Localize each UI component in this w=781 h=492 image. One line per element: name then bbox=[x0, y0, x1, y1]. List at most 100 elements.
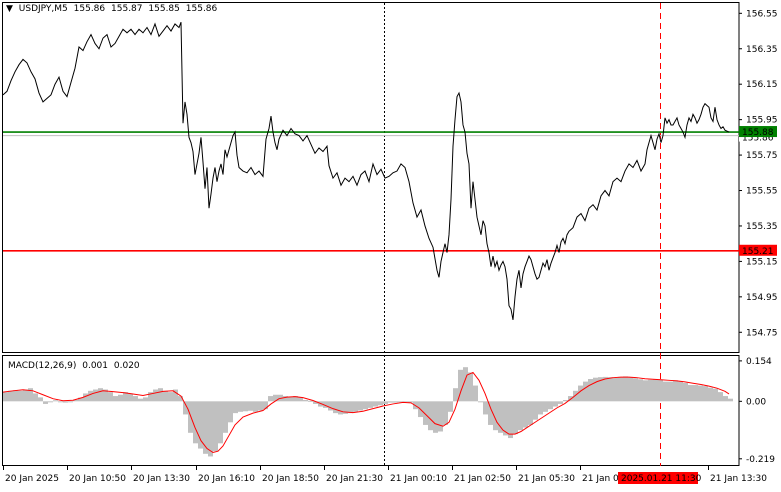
dropdown-triangle-icon[interactable]: ▼ bbox=[6, 4, 13, 14]
price-axis-label: 154.95 bbox=[746, 293, 778, 303]
macd-histogram-bar bbox=[708, 387, 713, 402]
macd-histogram-bar bbox=[463, 367, 468, 402]
macd-histogram-bar bbox=[118, 394, 123, 402]
time-axis-label: 21 Jan 05:30 bbox=[518, 474, 575, 484]
macd-histogram-bar bbox=[423, 401, 428, 425]
ohlc-close: 155.86 bbox=[185, 4, 218, 14]
macd-histogram-bar bbox=[578, 385, 583, 402]
macd-histogram-bar bbox=[383, 401, 388, 404]
support-price-badge-label: 155.21 bbox=[742, 247, 774, 257]
macd-histogram-bar bbox=[193, 401, 198, 444]
macd-histogram-bar bbox=[268, 396, 273, 402]
macd-histogram-bar bbox=[443, 401, 448, 425]
macd-histogram-bar bbox=[713, 388, 718, 402]
macd-histogram-bar bbox=[398, 401, 403, 403]
macd-histogram-bar bbox=[248, 401, 253, 411]
support-price-badge bbox=[739, 244, 777, 256]
macd-histogram-bar bbox=[323, 401, 328, 408]
macd-histogram-bar bbox=[273, 394, 278, 402]
macd-label: MACD(12,26,9) bbox=[8, 361, 77, 371]
price-axis-label: 154.75 bbox=[746, 328, 778, 338]
macd-histogram-bar bbox=[558, 401, 563, 404]
macd-histogram-bar bbox=[163, 390, 168, 402]
macd-histogram-bar bbox=[8, 390, 13, 402]
macd-histogram-bar bbox=[663, 381, 668, 402]
macd-histogram-bar bbox=[683, 382, 688, 402]
price-axis-label: 155.75 bbox=[746, 151, 778, 161]
macd-histogram-bar bbox=[353, 401, 358, 412]
time-axis-label: 21 Jan 08:10 bbox=[582, 474, 639, 484]
macd-histogram-bar bbox=[548, 401, 553, 410]
macd-histogram-bar bbox=[363, 401, 368, 410]
macd-histogram-bar bbox=[473, 385, 478, 402]
macd-histogram-bar bbox=[518, 401, 523, 431]
macd-histogram-bar bbox=[3, 392, 8, 402]
price-axis-label: 155.15 bbox=[746, 257, 778, 267]
macd-histogram-bar bbox=[53, 400, 58, 402]
macd-histogram-bar bbox=[643, 380, 648, 402]
macd-histogram-bar bbox=[108, 392, 113, 402]
macd-histogram-bar bbox=[203, 401, 208, 454]
macd-histogram-bar bbox=[23, 389, 28, 402]
macd-histogram-bar bbox=[373, 401, 378, 407]
macd-header: MACD(12,26,9) 0.001 0.020 bbox=[8, 361, 143, 371]
macd-histogram-bar bbox=[508, 401, 513, 439]
macd-histogram-bar bbox=[728, 398, 733, 402]
macd-histogram-bar bbox=[283, 396, 288, 402]
macd-histogram-bar bbox=[543, 401, 548, 412]
macd-histogram-bar bbox=[488, 401, 493, 425]
macd-histogram-bar bbox=[678, 381, 683, 402]
macd-histogram-bar bbox=[468, 372, 473, 402]
macd-histogram-bar bbox=[48, 401, 53, 403]
macd-histogram-bar bbox=[498, 401, 503, 433]
macd-histogram-bar bbox=[158, 388, 163, 402]
macd-histogram-bar bbox=[78, 397, 83, 402]
macd-histogram-bar bbox=[233, 401, 238, 414]
macd-axis-label: 0.154 bbox=[746, 357, 772, 367]
macd-histogram-bar bbox=[28, 388, 33, 402]
time-axis-label: 20 Jan 10:50 bbox=[69, 474, 126, 484]
macd-histogram-bar bbox=[298, 397, 303, 402]
macd-histogram-bar bbox=[168, 392, 173, 402]
time-axis-label: 21 Jan 02:50 bbox=[454, 474, 511, 484]
macd-histogram-bar bbox=[293, 396, 298, 402]
macd-histogram-bar bbox=[113, 396, 118, 402]
macd-histogram-bar bbox=[478, 401, 483, 403]
symbol-timeframe: USDJPY,M5 bbox=[18, 4, 68, 14]
macd-histogram-bar bbox=[668, 381, 673, 402]
macd-histogram-bar bbox=[533, 401, 538, 420]
macd-histogram-bar bbox=[88, 390, 93, 402]
macd-histogram-bar bbox=[173, 389, 178, 402]
macd-histogram-bar bbox=[303, 400, 308, 402]
macd-histogram-bar bbox=[723, 396, 728, 402]
macd-histogram-bar bbox=[43, 401, 48, 404]
macd-histogram-bar bbox=[428, 401, 433, 431]
macd-signal-line bbox=[2, 371, 730, 454]
macd-histogram-bar bbox=[98, 388, 103, 402]
macd-histogram-bar bbox=[73, 399, 78, 402]
macd-histogram-bar bbox=[623, 376, 628, 402]
macd-histogram-bar bbox=[638, 379, 643, 402]
symbol-header: ▼ USDJPY,M5 155.86 155.87 155.85 155.86 bbox=[6, 4, 220, 14]
macd-histogram-bar bbox=[13, 390, 18, 402]
macd-histogram-bar bbox=[613, 377, 618, 402]
macd-histogram-bar bbox=[588, 379, 593, 402]
ohlc-open: 155.86 bbox=[73, 4, 106, 14]
current-price-badge-label: 155.86 bbox=[742, 134, 774, 144]
macd-histogram-bar bbox=[133, 396, 138, 402]
macd-histogram-bar bbox=[198, 401, 203, 449]
macd-histogram-bar bbox=[338, 401, 343, 415]
macd-panel-frame bbox=[2, 355, 740, 466]
macd-histogram-bar bbox=[343, 401, 348, 414]
macd-histogram-bar bbox=[528, 401, 533, 425]
macd-histogram-bar bbox=[83, 393, 88, 402]
macd-histogram-bar bbox=[448, 401, 453, 412]
price-axis-label: 155.35 bbox=[746, 222, 778, 232]
macd-histogram-bar bbox=[633, 378, 638, 402]
price-axis-label: 156.35 bbox=[746, 45, 778, 55]
macd-value: 0.001 bbox=[82, 361, 108, 371]
macd-histogram-bar bbox=[703, 386, 708, 402]
macd-histogram-bar bbox=[63, 401, 68, 403]
macd-histogram-bar bbox=[358, 401, 363, 411]
